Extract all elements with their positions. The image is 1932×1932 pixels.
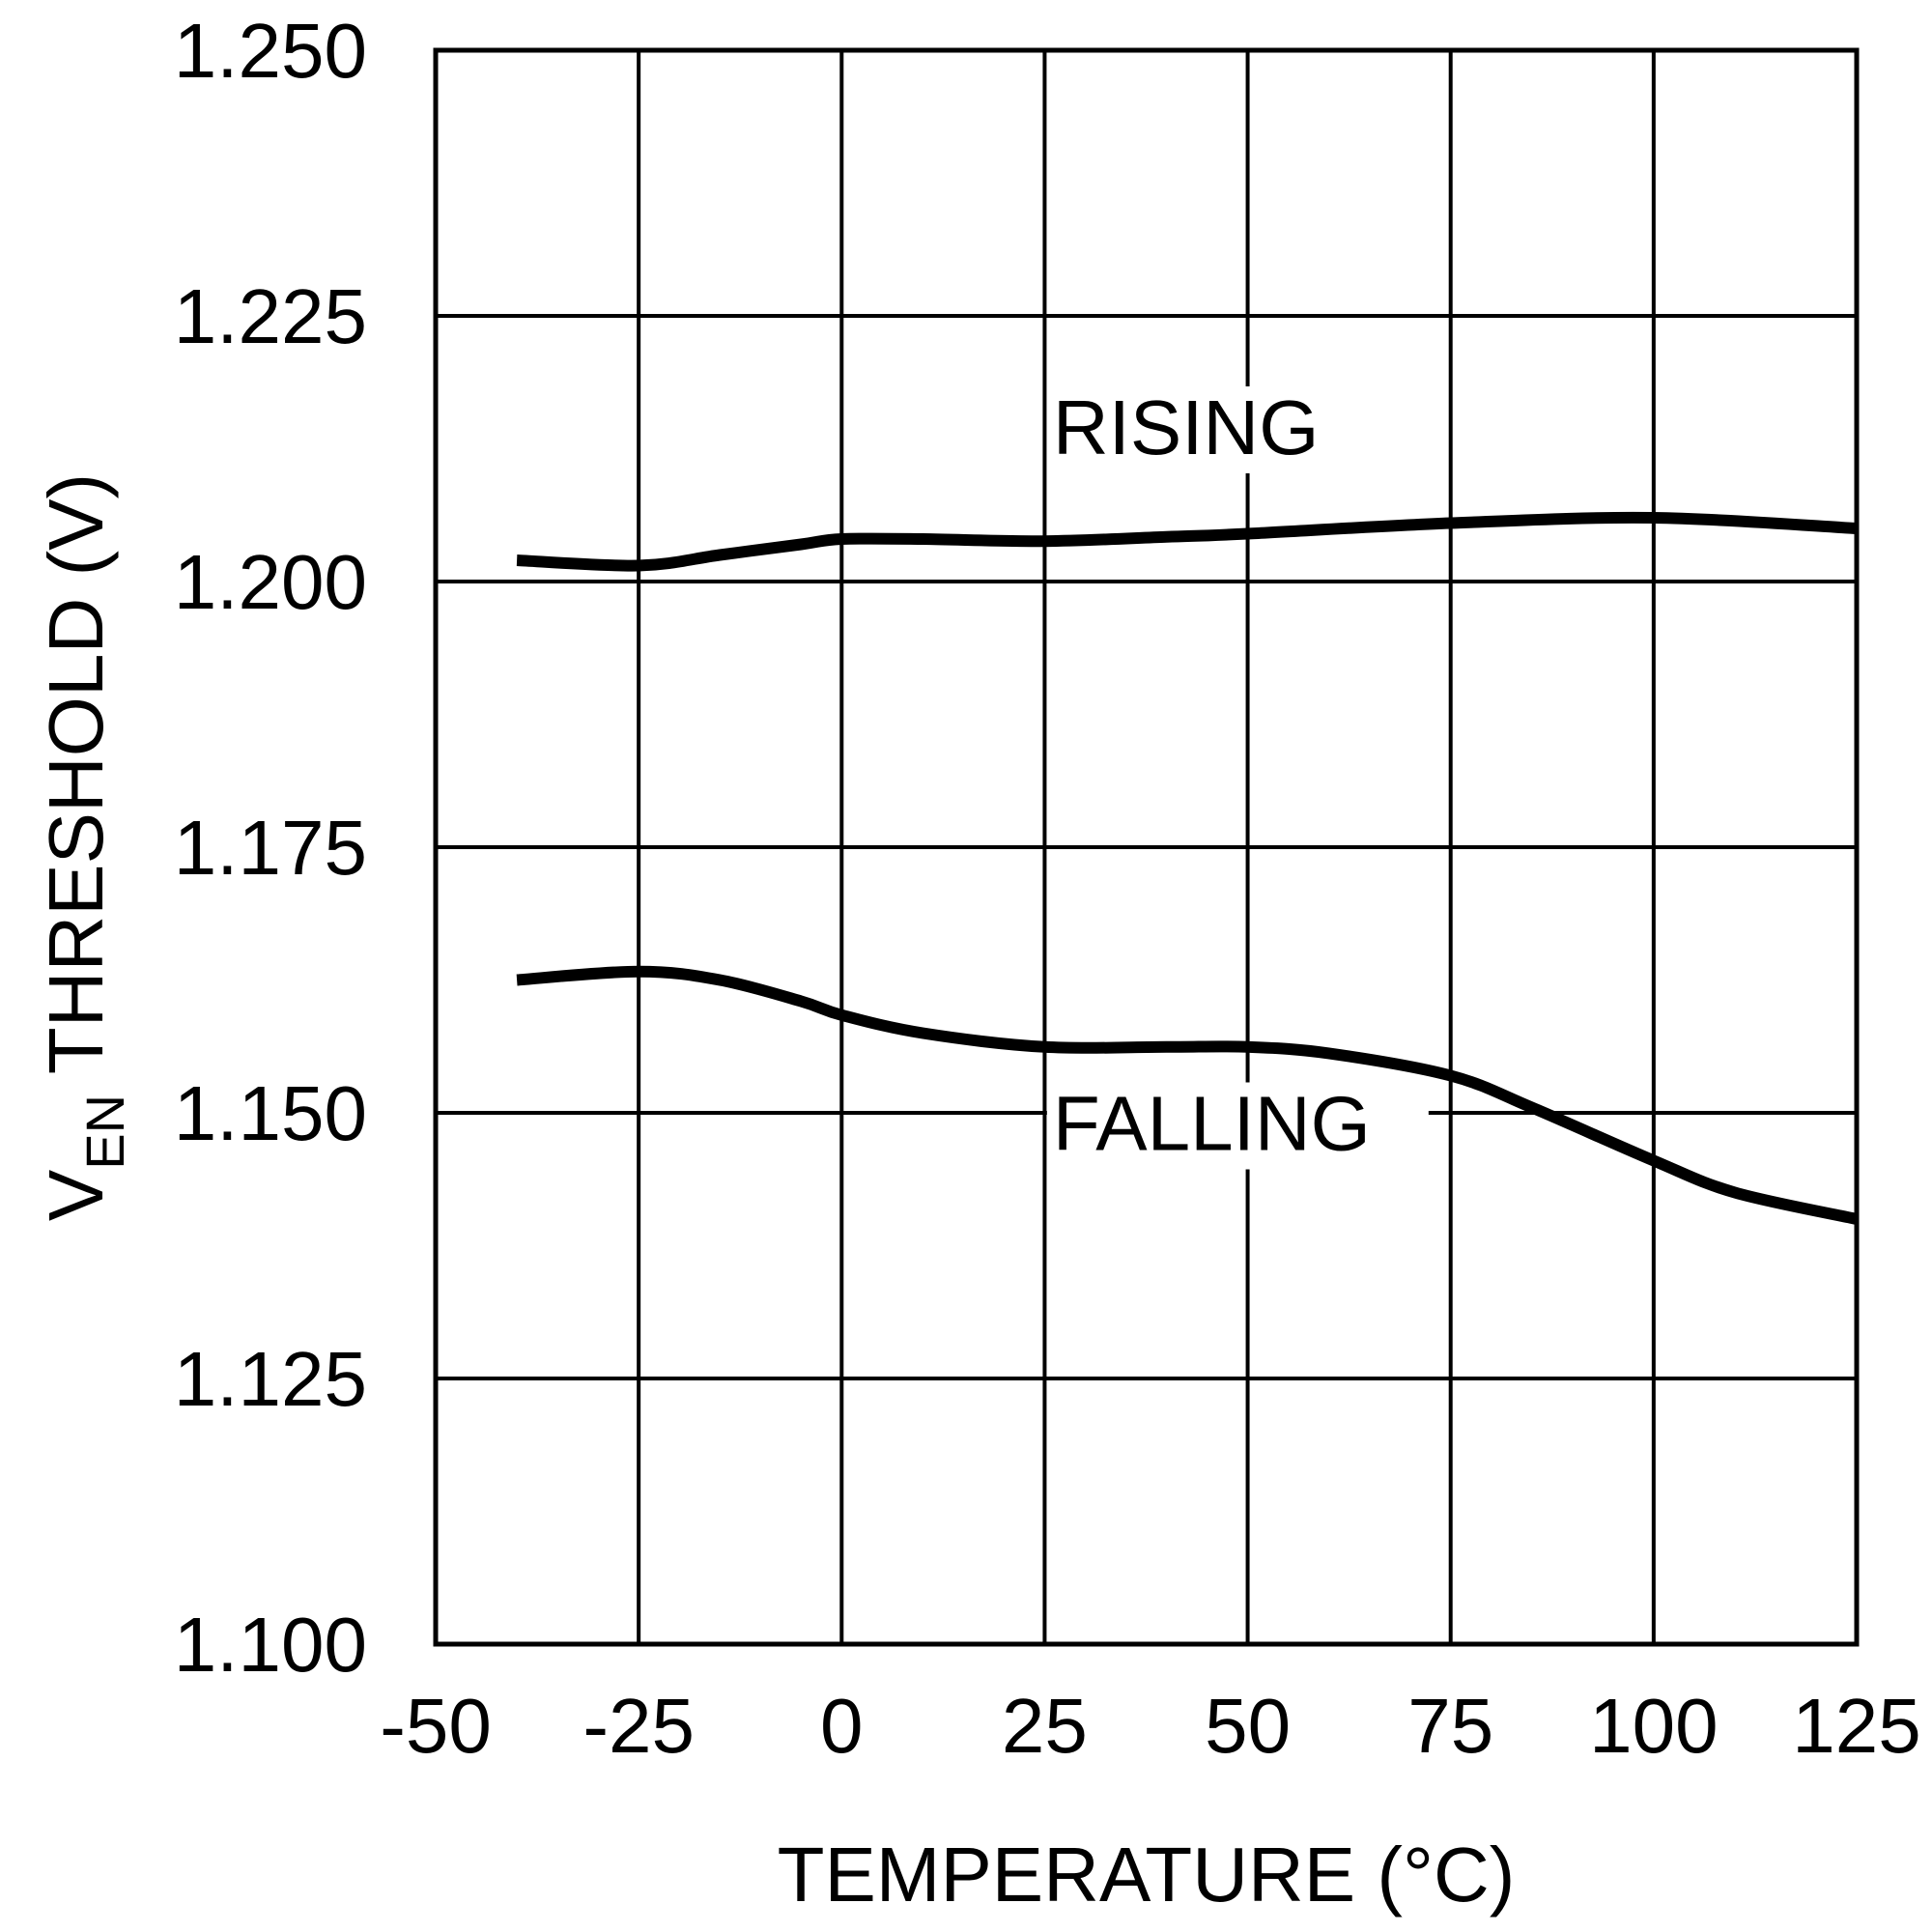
- x-tick-label: 100: [1589, 1683, 1718, 1769]
- y-tick-label: 1.125: [174, 1336, 367, 1422]
- y-axis-title-suffix: THRESHOLD (V): [33, 473, 119, 1094]
- y-tick-labels: 1.100 1.125 1.150 1.175 1.200 1.225 1.250: [174, 8, 367, 1688]
- plot-frame: [433, 47, 1860, 1647]
- series-line-falling: [516, 965, 1859, 1225]
- x-tick-label: -50: [380, 1683, 492, 1769]
- y-axis-title-subscript: EN: [74, 1094, 135, 1170]
- y-tick-label: 1.250: [174, 8, 367, 94]
- x-tick-label: 0: [820, 1683, 864, 1769]
- series-line-rising: [516, 511, 1858, 572]
- y-tick-label: 1.175: [174, 805, 367, 891]
- annotation-background: [1046, 386, 1376, 473]
- series-annotations: RISING FALLING: [1046, 384, 1429, 1170]
- x-tick-labels: -50 -25 0 25 50 75 100 125: [380, 1683, 1921, 1769]
- grid-lines: [436, 50, 1857, 1644]
- annotation-rising: RISING: [1053, 384, 1320, 470]
- y-tick-label: 1.225: [174, 273, 367, 359]
- y-tick-label: 1.100: [174, 1602, 367, 1688]
- x-axis-title: TEMPERATURE (°C): [778, 1832, 1516, 1918]
- series-lines: [516, 511, 1859, 1225]
- x-tick-label: 125: [1792, 1683, 1920, 1769]
- x-tick-label: 50: [1205, 1683, 1291, 1769]
- x-tick-label: -25: [582, 1683, 695, 1769]
- y-axis-title-prefix: V: [33, 1169, 119, 1221]
- y-axis-title: VEN THRESHOLD (V): [33, 473, 135, 1221]
- annotation-background: [1046, 1082, 1429, 1170]
- x-tick-label: 25: [1002, 1683, 1088, 1769]
- y-tick-label: 1.150: [174, 1070, 367, 1156]
- annotation-falling: FALLING: [1053, 1081, 1371, 1167]
- x-tick-label: 75: [1407, 1683, 1493, 1769]
- y-tick-label: 1.200: [174, 539, 367, 625]
